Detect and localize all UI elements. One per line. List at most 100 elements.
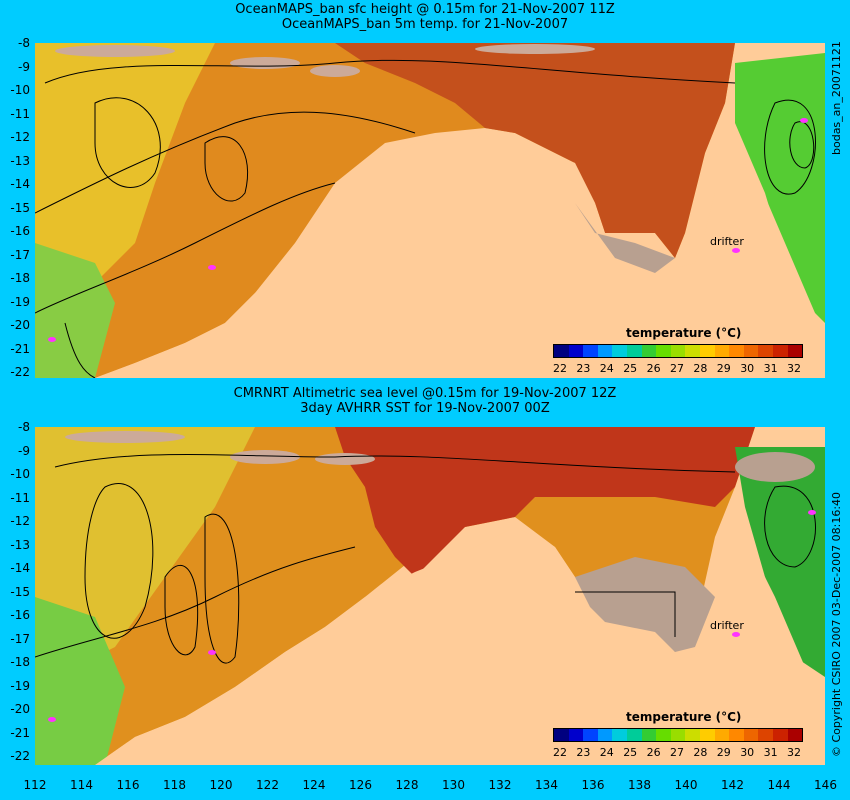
bottom-sea-hot [335,427,755,577]
bottom-side-label: © Copyright CSIRO 2007 03-Dec-2007 08:16… [830,491,843,757]
y-tick-label: -20 [10,702,30,716]
top-map-panel [35,43,825,378]
x-tick-label: 130 [442,778,465,792]
top-sea-hot [335,43,735,258]
y-tick-label: -10 [10,467,30,481]
y-tick-label: -21 [10,341,30,356]
top-drifter-label: drifter [710,235,744,248]
bottom-sea-green [35,597,125,765]
top-side-label: bodas_an_20071121 [830,41,843,155]
x-tick-label: 140 [674,778,698,792]
colorbar-swatch [758,345,773,357]
y-tick-label: -10 [10,83,30,97]
colorbar-swatch [699,729,715,741]
top-sea-green [35,243,115,378]
colorbar-label: 32 [787,746,801,759]
y-tick-label: -13 [10,537,30,552]
y-tick-label: -8 [18,420,30,434]
colorbar-swatch [685,729,700,741]
colorbar-label: 24 [599,362,614,375]
colorbar-swatch [583,345,598,357]
x-tick-label: 136 [581,778,605,792]
colorbar-label: 31 [763,746,778,759]
top-legend-title: temperature (°C) [626,326,742,340]
colorbar-swatch [583,729,598,741]
bottom-legend-title: temperature (°C) [626,710,742,724]
x-tick-label: 118 [163,778,186,792]
colorbar-swatch [656,729,671,741]
colorbar-swatch [656,345,671,357]
colorbar-label: 22 [553,362,567,375]
bottom-title-line2: 3day AVHRR SST for 19-Nov-2007 00Z [300,401,550,416]
y-tick-label: -18 [10,655,30,669]
x-tick-label: 128 [395,778,419,792]
x-tick-label: 146 [814,778,837,792]
x-tick-label: 144 [767,778,791,792]
y-tick-label: -14 [10,177,30,191]
bottom-map-svg [35,427,825,765]
colorbar-label: 23 [576,362,591,375]
x-tick-label: 126 [349,778,372,792]
colorbar-swatch [699,345,715,357]
bottom-land-australia [95,527,825,765]
top-land-australia [95,135,825,378]
x-tick-label: 134 [535,778,558,792]
x-tick-label: 122 [256,778,279,792]
top-title-line2: OceanMAPS_ban 5m temp. for 21-Nov-2007 [281,17,569,32]
top-drifter-marker [732,248,740,253]
colorbar-swatch [597,345,613,357]
colorbar-swatch [554,729,569,741]
top-marker-4 [800,118,808,123]
colorbar-label: 29 [716,362,731,375]
colorbar-label: 28 [693,362,708,375]
colorbar-swatch [641,729,657,741]
bottom-title-line1: CMRNRT Altimetric sea level @0.15m for 1… [233,386,617,401]
y-tick-label: -12 [10,130,30,144]
top-title-line1: OceanMAPS_ban sfc height @ 0.15m for 21-… [235,2,615,17]
colorbar-label: 24 [599,746,614,759]
colorbar-swatch [685,345,700,357]
colorbar-swatch [772,345,788,357]
x-tick-label: 142 [721,778,744,792]
y-tick-label: -9 [18,443,30,458]
colorbar-label: 31 [763,362,778,375]
x-tick-label: 112 [23,778,47,792]
colorbar-swatch [626,729,642,741]
bottom-sea-warm [35,427,755,765]
y-tick-label: -22 [10,749,30,763]
colorbar-swatch [641,345,657,357]
x-tick-label: 124 [302,778,326,792]
colorbar-swatch [568,345,584,357]
y-tick-label: -19 [10,678,30,693]
x-tick-label: 116 [116,778,140,792]
y-tick-label: -12 [10,514,30,528]
colorbar-swatch [743,345,759,357]
y-tick-label: -14 [10,561,30,575]
colorbar-label: 28 [693,746,708,759]
colorbar-swatch [597,729,613,741]
colorbar-swatch [670,345,686,357]
colorbar-label: 26 [646,746,661,759]
bottom-marker-4 [808,510,816,515]
colorbar-swatch [714,345,730,357]
y-tick-label: -8 [18,36,30,50]
y-tick-label: -15 [10,200,30,215]
y-tick-label: -16 [10,608,30,622]
colorbar-swatch [612,729,627,741]
top-sea-yellow [35,43,215,303]
colorbar-swatch [714,729,730,741]
colorbar-swatch [729,729,744,741]
y-tick-label: -18 [10,271,30,285]
colorbar-swatch [568,729,584,741]
colorbar-swatch [787,345,803,357]
colorbar-label: 26 [646,362,661,375]
colorbar-swatch [670,729,686,741]
colorbar-label: 30 [740,362,755,375]
y-tick-label: -22 [10,365,30,379]
x-tick-label: 120 [209,778,233,792]
bottom-drifter-marker [732,632,740,637]
colorbar-swatch [743,729,759,741]
y-tick-label: -17 [10,247,30,262]
top-marker-3 [48,337,56,342]
bottom-drifter-label: drifter [710,619,744,632]
